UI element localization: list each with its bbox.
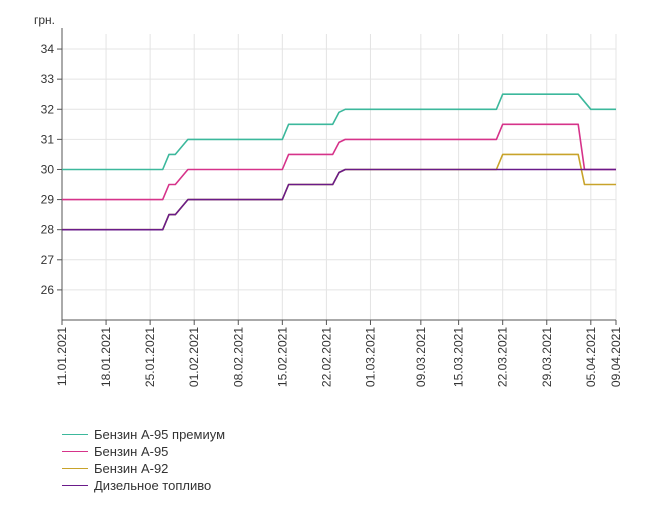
- y-tick-label: 26: [41, 283, 55, 297]
- x-tick-label: 09.03.2021: [414, 327, 428, 387]
- legend-swatch: [62, 434, 88, 435]
- legend-label: Бензин А-95 премиум: [94, 427, 226, 442]
- legend-label: Дизельное топливо: [94, 478, 212, 493]
- x-tick-label: 22.03.2021: [496, 327, 510, 387]
- series-lines: [62, 93, 616, 231]
- x-tick-label: 18.01.2021: [99, 327, 113, 387]
- series-line-2: [62, 123, 616, 201]
- legend-label: Бензин А-92: [94, 461, 169, 476]
- y-tick-label: 29: [41, 193, 55, 207]
- y-tick-label: 33: [41, 72, 55, 86]
- x-tick-label: 22.02.2021: [319, 327, 333, 387]
- axes: [57, 28, 617, 325]
- legend-item: Бензин А-95 премиум: [62, 426, 225, 443]
- legend-item: Бензин А-95: [62, 443, 225, 460]
- x-tick-label: 15.03.2021: [452, 327, 466, 387]
- legend-item: Бензин А-92: [62, 460, 225, 477]
- x-tick-label: 25.01.2021: [143, 327, 157, 387]
- x-tick-label: 29.03.2021: [540, 327, 554, 387]
- legend-label: Бензин А-95: [94, 444, 169, 459]
- x-tick-label: 01.02.2021: [187, 327, 201, 387]
- y-tick-label: 34: [41, 42, 55, 56]
- tick-labels: 26 27 28 29 30 31 32 33 34 11.01.2021 18.01.2021 25…: [34, 13, 623, 387]
- y-axis-label: грн.: [34, 13, 55, 27]
- legend: Бензин А-95 премиум Бензин А-95 Бензин А-9…: [62, 426, 225, 494]
- y-tick-label: 30: [41, 162, 55, 176]
- legend-swatch: [62, 468, 88, 469]
- legend-swatch: [62, 485, 88, 486]
- y-tick-label: 27: [41, 253, 55, 267]
- x-tick-label: 05.04.2021: [584, 327, 598, 387]
- x-tick-label: 11.01.2021: [55, 327, 69, 386]
- series-line-3: [62, 153, 616, 231]
- y-tick-label: 32: [41, 102, 55, 116]
- y-tick-label: 28: [41, 223, 55, 237]
- x-tick-label: 08.02.2021: [231, 327, 245, 387]
- y-tick-label: 31: [41, 132, 55, 146]
- x-tick-label: 01.03.2021: [363, 327, 377, 387]
- series-line-1: [62, 93, 616, 171]
- legend-swatch: [62, 451, 88, 452]
- x-tick-label: 09.04.2021: [609, 327, 623, 387]
- legend-item: Дизельное топливо: [62, 477, 225, 494]
- x-tick-label: 15.02.2021: [275, 327, 289, 387]
- grid: [61, 34, 617, 320]
- series-line-4: [62, 168, 616, 231]
